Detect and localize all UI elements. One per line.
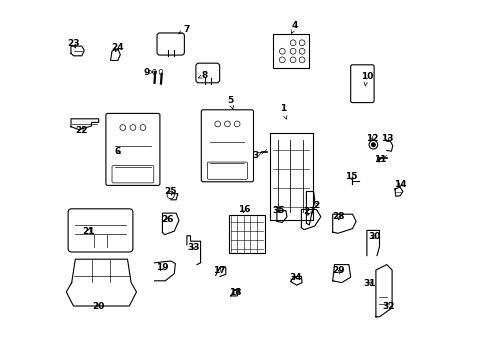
Bar (273, 34, 309, 68)
Text: 9: 9 (143, 68, 153, 77)
Text: 3: 3 (252, 151, 261, 160)
Text: 25: 25 (164, 187, 177, 196)
Circle shape (371, 143, 374, 147)
Text: 30: 30 (368, 233, 380, 242)
FancyBboxPatch shape (207, 162, 247, 179)
Text: 22: 22 (75, 126, 88, 135)
FancyBboxPatch shape (196, 63, 219, 83)
Text: 7: 7 (178, 25, 189, 34)
Text: 15: 15 (344, 172, 357, 181)
Text: 33: 33 (187, 243, 199, 252)
Text: 1: 1 (279, 104, 286, 119)
Text: 23: 23 (67, 40, 80, 49)
FancyBboxPatch shape (350, 65, 373, 103)
Text: 14: 14 (394, 180, 406, 189)
FancyBboxPatch shape (201, 110, 253, 182)
Text: 12: 12 (366, 134, 378, 143)
Text: 20: 20 (92, 302, 104, 311)
Text: 19: 19 (156, 263, 168, 272)
Text: 29: 29 (332, 266, 345, 275)
Text: 27: 27 (303, 207, 315, 216)
Text: 13: 13 (380, 134, 392, 143)
Text: 10: 10 (360, 72, 372, 86)
FancyBboxPatch shape (157, 33, 184, 55)
Ellipse shape (159, 69, 163, 75)
FancyBboxPatch shape (106, 113, 160, 185)
Text: 6: 6 (114, 148, 121, 157)
Text: 28: 28 (332, 212, 345, 221)
FancyBboxPatch shape (68, 209, 133, 252)
Text: 18: 18 (229, 288, 241, 297)
Ellipse shape (152, 69, 156, 75)
Text: 8: 8 (198, 71, 207, 80)
Text: 24: 24 (111, 43, 124, 52)
Text: 16: 16 (237, 205, 250, 214)
Text: 4: 4 (291, 21, 298, 33)
Text: 35: 35 (272, 206, 285, 215)
Text: 31: 31 (363, 279, 375, 288)
Text: 2: 2 (313, 201, 319, 210)
FancyBboxPatch shape (112, 166, 153, 183)
Text: 21: 21 (82, 227, 95, 236)
Text: 34: 34 (289, 274, 301, 282)
Text: 11: 11 (373, 155, 386, 163)
Text: 5: 5 (227, 96, 233, 109)
Bar (229, 215, 264, 253)
Text: 17: 17 (213, 266, 225, 275)
Text: 26: 26 (161, 215, 173, 224)
Text: 32: 32 (382, 302, 394, 311)
